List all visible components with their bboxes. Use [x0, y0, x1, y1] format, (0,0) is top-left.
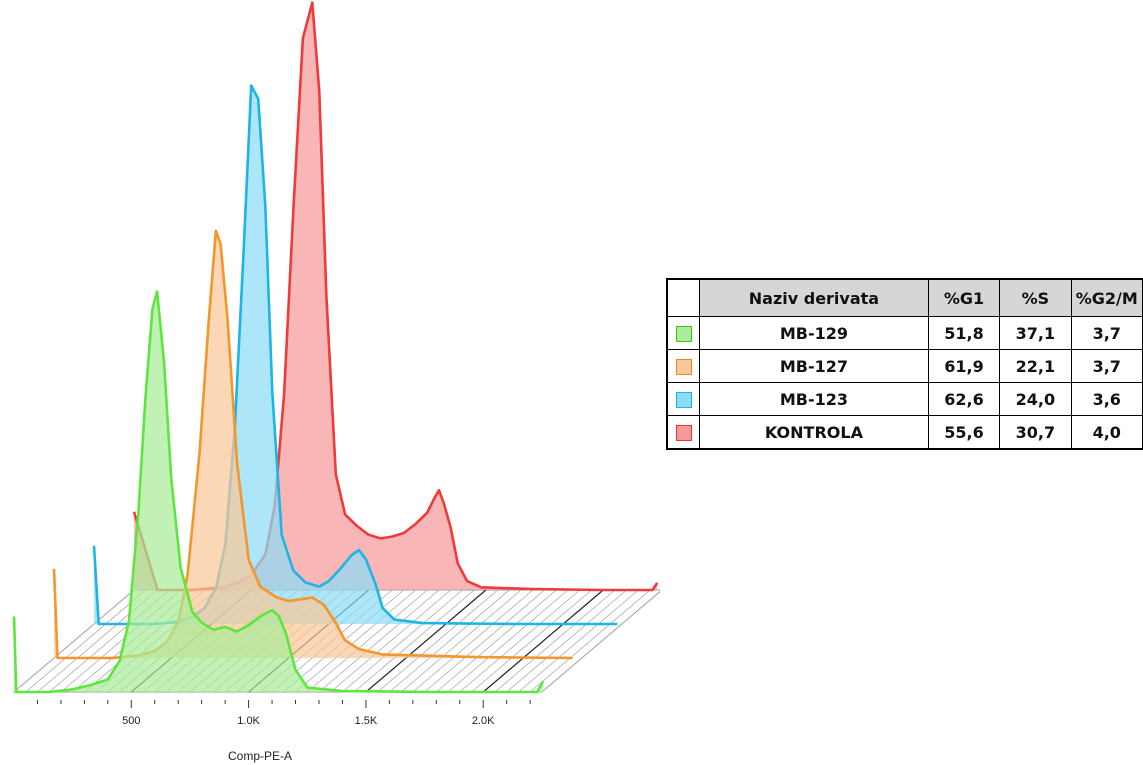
floor-gridline	[353, 589, 475, 693]
floor-gridline	[389, 589, 510, 693]
row-s: 37,1	[999, 316, 1072, 350]
floor-gridline	[482, 589, 604, 693]
table-row: MB-127 61,9 22,1 3,7	[666, 349, 1143, 383]
floor-gridline	[447, 589, 569, 693]
floor-gridline	[25, 589, 146, 693]
row-name: MB-123	[699, 382, 929, 416]
row-g1: 51,8	[927, 316, 1001, 350]
header-s: %S	[999, 278, 1072, 317]
row-s: 30,7	[999, 415, 1072, 450]
row-g1: 61,9	[927, 349, 1001, 383]
floor-gridline	[365, 589, 487, 693]
row-name: MB-127	[699, 349, 929, 383]
floor-gridline	[518, 589, 639, 693]
x-tick-label: 1.5K	[355, 715, 378, 727]
row-g1: 62,6	[927, 382, 1001, 416]
row-g1: 55,6	[927, 415, 1001, 450]
row-g2m: 3,7	[1070, 349, 1143, 383]
floor-gridline	[412, 589, 534, 693]
x-tick-label: 2.0K	[472, 715, 495, 727]
row-g2m: 3,6	[1070, 382, 1143, 416]
floor-gridline	[318, 589, 440, 693]
row-g2m: 3,7	[1070, 316, 1143, 350]
x-axis-label: Comp-PE-A	[228, 749, 292, 763]
row-s: 22,1	[999, 349, 1072, 383]
cell-cycle-table: Naziv derivata %G1 %S %G2/M MB-129 51,8 …	[666, 278, 1143, 450]
floor-gridline	[13, 589, 135, 693]
legend-swatch-mb129	[675, 326, 692, 342]
row-name: KONTROLA	[699, 415, 929, 450]
floor-gridline	[494, 589, 616, 693]
swatch-cell	[666, 415, 701, 450]
table-row: MB-129 51,8 37,1 3,7	[666, 316, 1143, 350]
header-name: Naziv derivata	[699, 278, 929, 317]
x-tick-label: 500	[122, 715, 140, 727]
row-name: MB-129	[699, 316, 929, 350]
floor-gridline	[342, 589, 463, 693]
chart-series	[12, 1, 659, 694]
floor-gridline	[400, 589, 522, 693]
floor-gridline	[436, 589, 557, 693]
floor-gridline	[330, 589, 451, 693]
floor-gridline	[377, 589, 498, 693]
table-row: KONTROLA 55,6 30,7 4,0	[666, 415, 1143, 450]
x-axis: 500 1.0K 1.5K 2.0K	[36, 700, 531, 727]
swatch-cell	[666, 316, 701, 350]
floor-gridline	[295, 589, 416, 693]
table-row: MB-123 62,6 24,0 3,6	[666, 382, 1143, 416]
floor-gridline	[471, 589, 592, 693]
x-tick-label: 1.0K	[237, 715, 260, 727]
floor-gridline	[306, 589, 428, 693]
row-g2m: 4,0	[1070, 415, 1143, 450]
header-g2m: %G2/M	[1070, 278, 1143, 317]
swatch-cell	[666, 382, 701, 416]
floor-gridline	[541, 591, 660, 693]
legend-swatch-mb127	[675, 359, 692, 375]
table-header-row: Naziv derivata %G1 %S %G2/M	[666, 278, 1143, 317]
floor-gridline	[424, 589, 545, 693]
legend-swatch-kontrola	[675, 425, 692, 441]
legend-swatch-mb123	[675, 392, 692, 408]
floor-gridline	[506, 589, 627, 693]
header-swatch-cell	[666, 278, 701, 317]
series-line-mb-129	[12, 290, 545, 694]
swatch-cell	[666, 349, 701, 383]
header-g1: %G1	[927, 278, 1001, 317]
floor-gridline	[529, 589, 651, 693]
floor-gridline	[459, 589, 580, 693]
row-s: 24,0	[999, 382, 1072, 416]
histogram-chart: 500 1.0K 1.5K 2.0K Comp-PE-A	[12, 1, 660, 763]
